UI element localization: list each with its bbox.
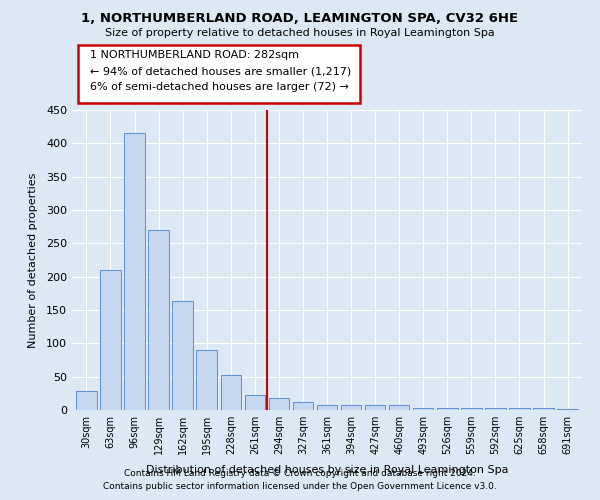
Bar [124,134,145,410]
Bar [437,408,458,410]
Bar [557,408,578,410]
Bar [365,404,385,410]
Bar [148,230,169,410]
Text: Contains public sector information licensed under the Open Government Licence v3: Contains public sector information licen… [103,482,497,491]
Text: 1 NORTHUMBERLAND ROAD: 282sqm: 1 NORTHUMBERLAND ROAD: 282sqm [90,50,299,60]
Bar [76,392,97,410]
Bar [317,404,337,410]
Bar [533,408,554,410]
Bar [245,396,265,410]
Bar [341,404,361,410]
Bar [293,402,313,410]
Text: ← 94% of detached houses are smaller (1,217): ← 94% of detached houses are smaller (1,… [90,66,351,76]
Bar [172,302,193,410]
Bar [485,408,506,410]
Bar [509,408,530,410]
Bar [221,376,241,410]
X-axis label: Distribution of detached houses by size in Royal Leamington Spa: Distribution of detached houses by size … [146,466,508,475]
Y-axis label: Number of detached properties: Number of detached properties [28,172,38,348]
Text: 6% of semi-detached houses are larger (72) →: 6% of semi-detached houses are larger (7… [90,82,349,92]
Bar [196,350,217,410]
Bar [461,408,482,410]
Text: 1, NORTHUMBERLAND ROAD, LEAMINGTON SPA, CV32 6HE: 1, NORTHUMBERLAND ROAD, LEAMINGTON SPA, … [82,12,518,26]
Bar [100,270,121,410]
Bar [269,398,289,410]
Text: Size of property relative to detached houses in Royal Leamington Spa: Size of property relative to detached ho… [105,28,495,38]
Text: Contains HM Land Registry data © Crown copyright and database right 2024.: Contains HM Land Registry data © Crown c… [124,468,476,477]
Bar [389,404,409,410]
Bar [413,408,433,410]
